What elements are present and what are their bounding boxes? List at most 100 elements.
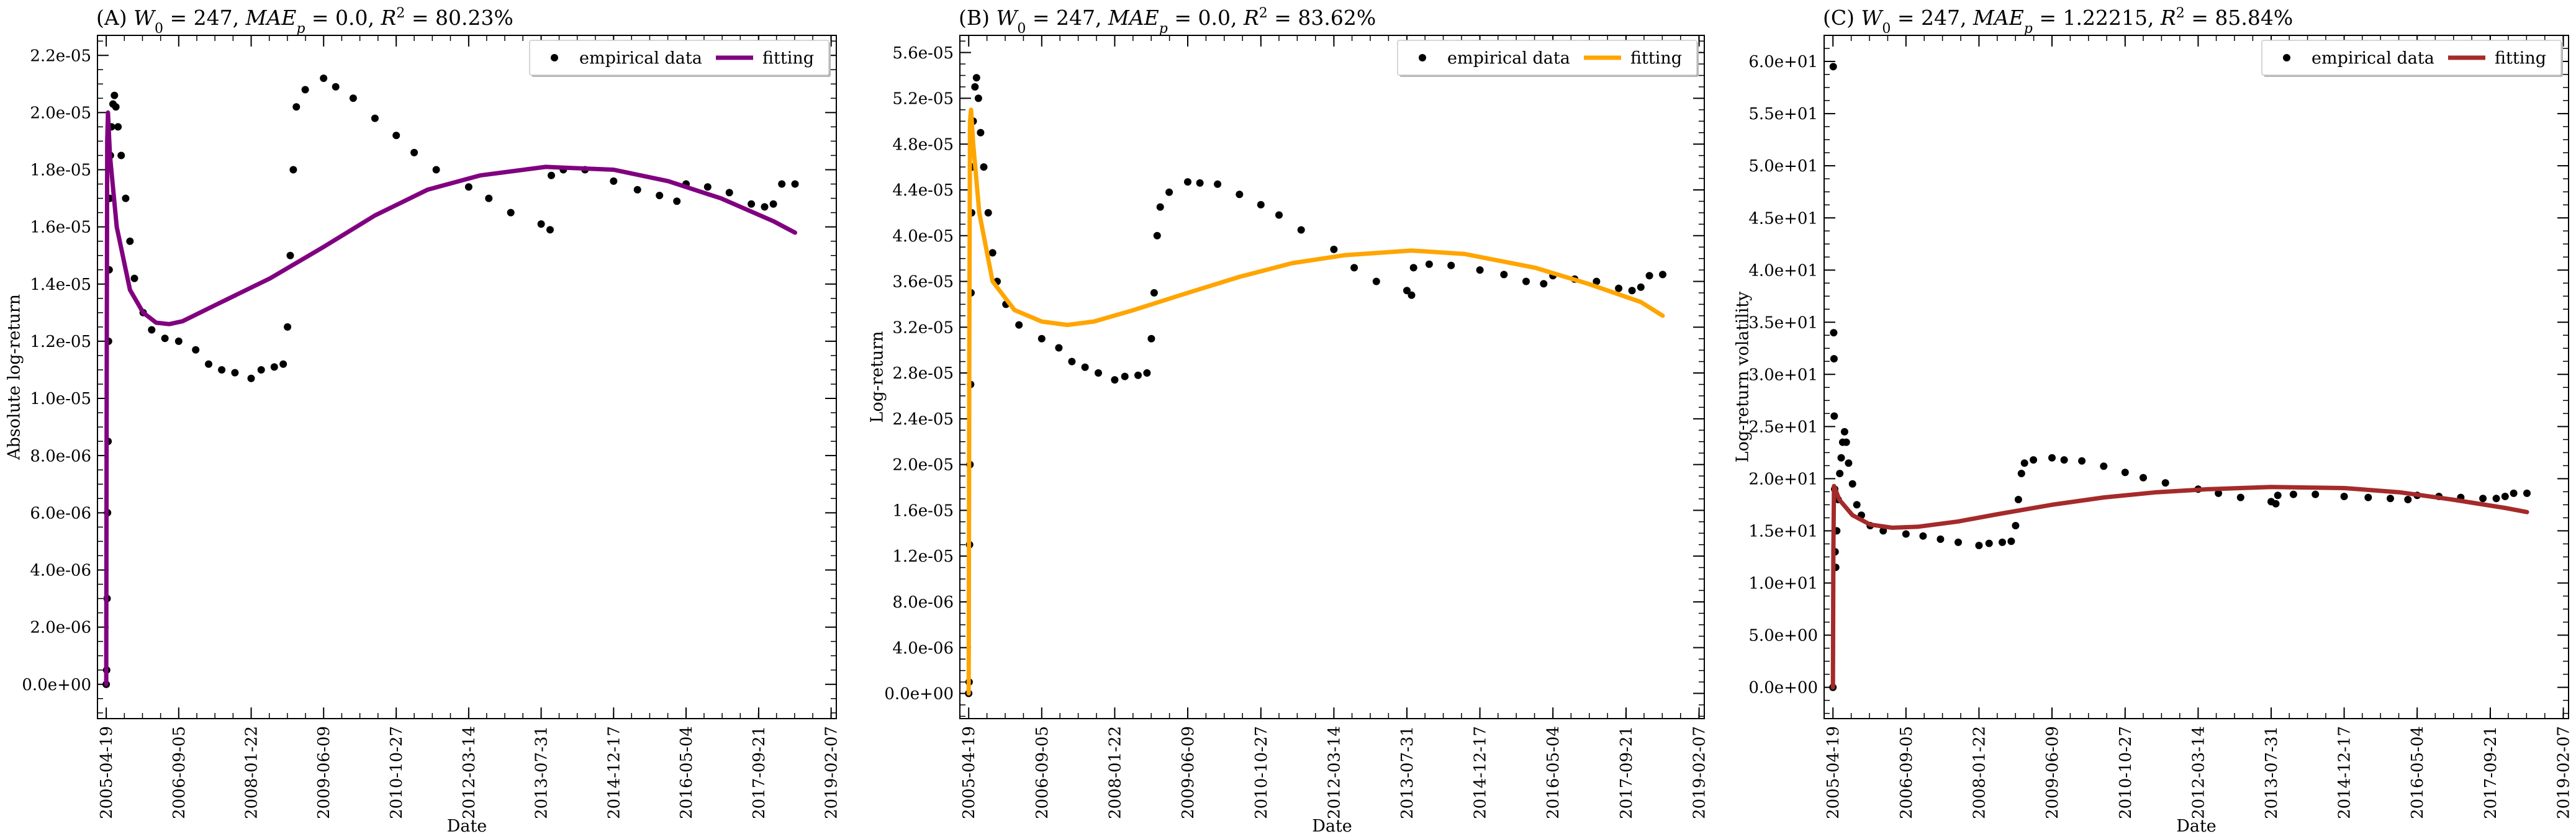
data-point xyxy=(192,346,200,354)
data-point xyxy=(673,197,681,205)
title-fragment: (B) xyxy=(959,6,997,30)
data-point xyxy=(1257,200,1265,209)
title-fragment: (A) xyxy=(96,6,133,30)
data-point xyxy=(1628,287,1636,295)
series-empirical-data xyxy=(102,74,799,688)
data-point xyxy=(980,163,988,171)
y-tick-label: 1.5e+01 xyxy=(1748,523,1818,541)
data-point xyxy=(1214,180,1222,188)
title-fragment: = 247, xyxy=(1891,6,1973,30)
title-fragment: 0 xyxy=(155,21,163,37)
data-point xyxy=(2020,459,2028,467)
x-tick-label: 2005-04-19 xyxy=(960,726,978,819)
x-tick-label: 2012-03-14 xyxy=(1325,726,1344,819)
data-point xyxy=(2312,490,2320,498)
data-point xyxy=(2479,495,2487,503)
data-point xyxy=(2030,456,2038,464)
x-tick-label: 2019-02-07 xyxy=(823,726,841,819)
data-point xyxy=(2161,479,2169,487)
legend: empirical data fitting xyxy=(2261,40,2563,77)
y-tick-label: 6.0e+01 xyxy=(1748,53,1818,71)
data-point xyxy=(1408,291,1416,299)
x-tick-label: 2017-09-21 xyxy=(1617,726,1636,819)
x-tick-label: 2005-04-19 xyxy=(1824,726,1843,819)
y-tick-label: 3.2e-05 xyxy=(892,318,954,337)
data-point xyxy=(2492,495,2500,503)
x-tick-label: 2017-09-21 xyxy=(750,726,769,819)
data-point xyxy=(1522,277,1530,285)
data-point xyxy=(507,209,515,217)
data-point xyxy=(112,103,120,111)
title-fragment: = 0.0, xyxy=(1168,6,1244,30)
data-point xyxy=(2140,473,2147,482)
y-tick-label: 3.0e+01 xyxy=(1748,366,1818,384)
data-point xyxy=(1500,271,1508,279)
series-fitting xyxy=(104,110,797,687)
data-point xyxy=(761,203,769,211)
x-tick-label: 2019-02-07 xyxy=(1691,726,1709,819)
y-tick-label: 4.5e+01 xyxy=(1748,209,1818,228)
data-point xyxy=(148,326,156,334)
plot-frame xyxy=(959,35,1705,719)
data-point xyxy=(633,186,641,194)
data-point xyxy=(1425,260,1433,268)
data-point xyxy=(546,226,554,234)
data-point xyxy=(656,192,664,199)
data-point xyxy=(161,334,169,343)
data-point xyxy=(548,171,555,179)
data-point xyxy=(1121,372,1129,380)
title-fragment: R xyxy=(2160,6,2176,30)
x-tick-label: 2008-01-22 xyxy=(243,726,261,819)
data-point xyxy=(292,103,301,111)
y-tick-label: 6.0e-06 xyxy=(30,504,91,523)
data-point xyxy=(1275,211,1283,219)
legend: empirical data fitting xyxy=(1397,40,1699,77)
data-point xyxy=(332,83,340,91)
series-empirical-data xyxy=(1829,63,2531,691)
title-fragment: MAE xyxy=(245,6,297,30)
data-point xyxy=(1919,532,1927,540)
y-tick-label: 4.0e-05 xyxy=(892,227,954,246)
data-point xyxy=(769,200,777,208)
legend-label: fitting xyxy=(1630,48,1682,68)
data-point xyxy=(464,183,472,191)
data-point xyxy=(2007,537,2015,545)
data-point xyxy=(410,148,418,156)
y-tick-label: 5.5e+01 xyxy=(1748,105,1818,123)
x-tick-label: 2008-01-22 xyxy=(1106,726,1124,819)
data-point xyxy=(1902,530,1910,538)
y-tick-label: 4.0e-06 xyxy=(30,562,91,580)
legend-marker-dot xyxy=(551,54,558,61)
y-tick-label: 2.4e-05 xyxy=(892,410,954,429)
y-tick-label: 5.2e-05 xyxy=(892,90,954,109)
data-point xyxy=(1150,289,1158,297)
data-point xyxy=(301,86,309,94)
panel-c: (C) W0 = 247, MAEp = 1.22215, R2 = 85.84… xyxy=(1733,6,2573,837)
title-fragment: = 0.0, xyxy=(305,6,381,30)
legend-label: empirical data xyxy=(2312,48,2434,68)
data-point xyxy=(432,166,440,174)
y-tick-label: 1.4e-05 xyxy=(30,276,91,294)
title-fragment: 0 xyxy=(1882,21,1891,37)
data-point xyxy=(205,360,212,368)
y-tick-label: 2.0e+01 xyxy=(1748,470,1818,488)
panel-title: (B) W0 = 247, MAEp = 0.0, R2 = 83.62% xyxy=(959,6,1376,37)
data-point xyxy=(2100,462,2108,470)
legend-label: fitting xyxy=(2495,48,2546,68)
data-point xyxy=(1409,264,1417,272)
data-point xyxy=(349,94,357,102)
data-point xyxy=(1593,277,1601,285)
title-fragment: 0 xyxy=(1017,21,1026,37)
data-point xyxy=(1476,266,1484,274)
x-tick-label: 2008-01-22 xyxy=(1970,726,1989,819)
y-tick-label: 4.4e-05 xyxy=(892,181,954,200)
legend-box xyxy=(1397,40,1697,76)
title-fragment: 2 xyxy=(1259,6,1268,21)
y-tick-label: 2.0e-05 xyxy=(892,456,954,475)
x-tick-label: 2010-10-27 xyxy=(2117,726,2135,819)
data-point xyxy=(971,83,979,91)
y-tick-label: 5.0e+00 xyxy=(1748,627,1818,645)
title-fragment: p xyxy=(1159,21,1168,37)
data-point xyxy=(2387,495,2394,503)
